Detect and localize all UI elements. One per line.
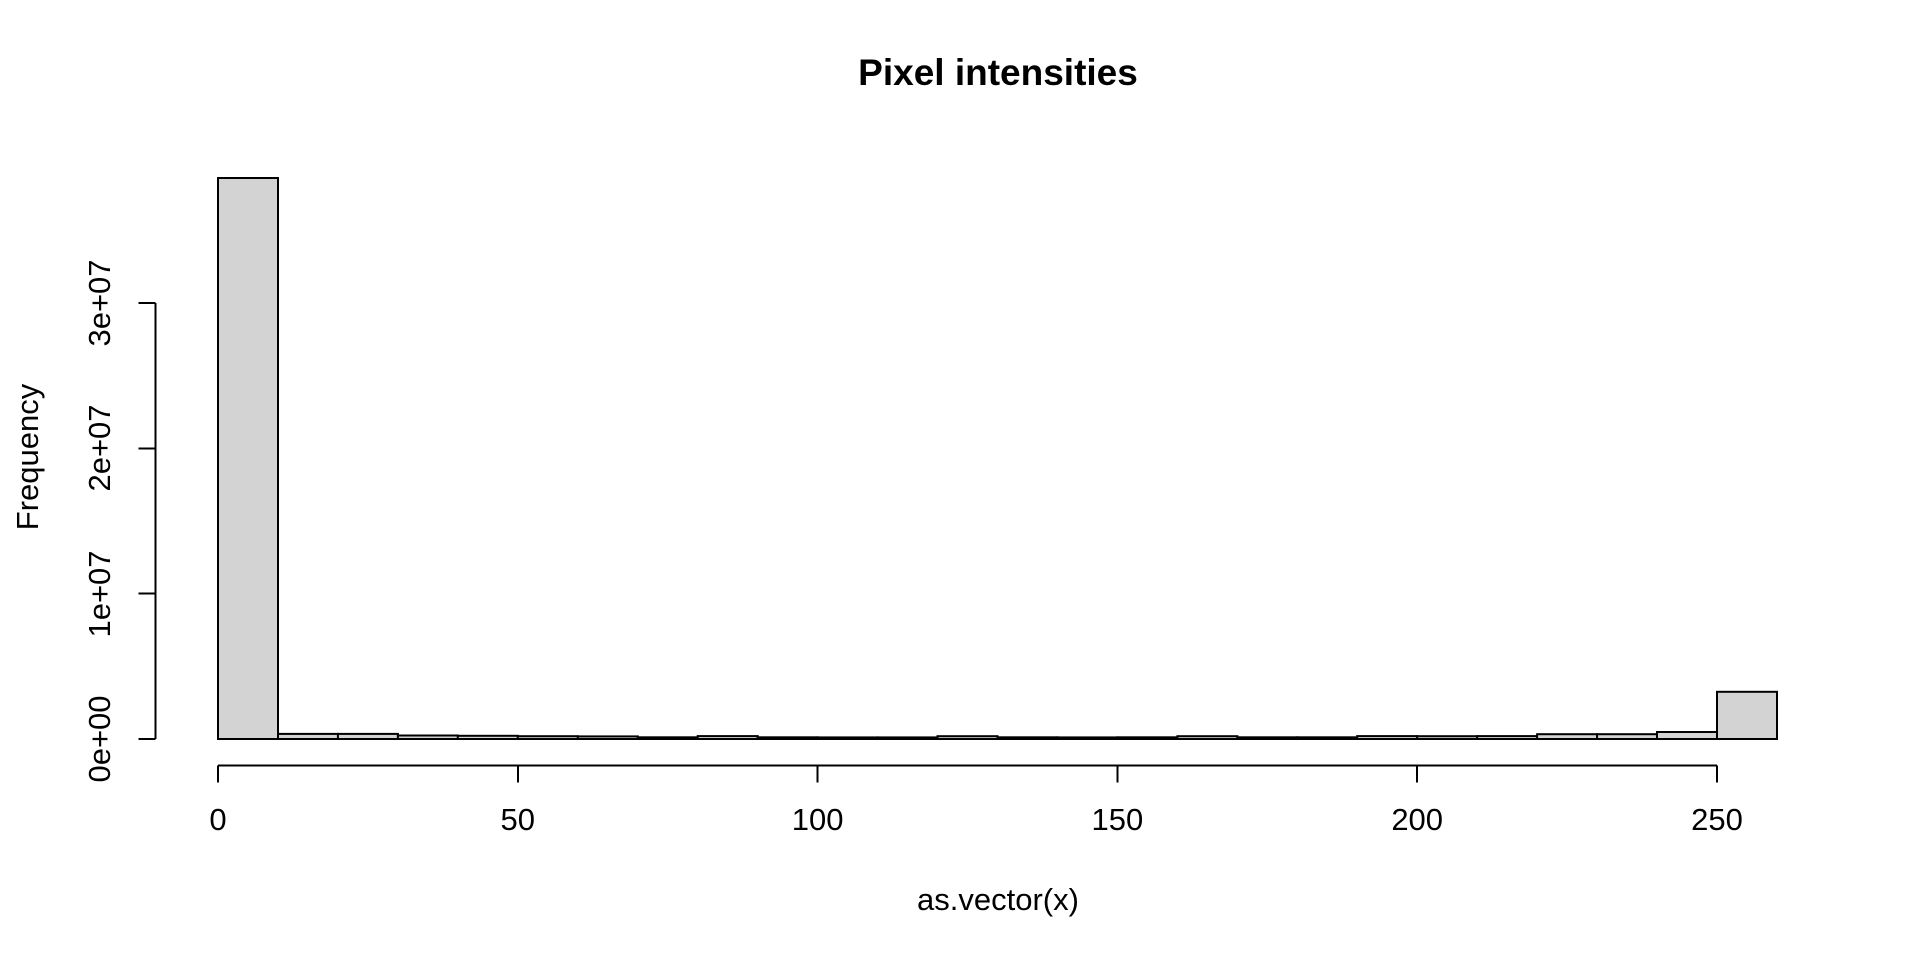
histogram-bar xyxy=(576,735,639,741)
histogram-bar xyxy=(1116,736,1179,740)
histogram-bar xyxy=(336,732,399,741)
chart-title: Pixel intensities xyxy=(858,52,1138,93)
histogram-bar xyxy=(1356,735,1419,740)
histogram-bar xyxy=(996,736,1059,740)
histogram-bar xyxy=(936,735,999,741)
histogram-bar xyxy=(1656,731,1718,740)
histogram-bar xyxy=(277,732,339,741)
x-tick-label: 50 xyxy=(500,802,536,837)
histogram-bar xyxy=(1536,733,1599,741)
histogram-bar xyxy=(1056,736,1119,741)
histogram-bar xyxy=(1416,735,1479,741)
histogram-bar xyxy=(1476,735,1539,740)
histogram-bars xyxy=(217,177,1778,741)
y-tick-label: 2e+07 xyxy=(82,404,117,492)
histogram-bar xyxy=(217,177,279,740)
axes xyxy=(138,302,1718,783)
histogram-bar xyxy=(1176,735,1239,741)
y-tick-label: 0e+00 xyxy=(82,695,117,783)
histogram-bar xyxy=(816,736,879,741)
histogram-bar xyxy=(696,735,759,740)
histogram-bar xyxy=(396,734,459,740)
x-tick-label: 0 xyxy=(209,802,227,837)
histogram-bar xyxy=(1236,736,1299,740)
histogram-bar xyxy=(1596,733,1659,741)
x-tick-label: 150 xyxy=(1091,802,1144,837)
y-tick-label: 3e+07 xyxy=(82,259,117,347)
x-axis-label: as.vector(x) xyxy=(917,882,1079,917)
x-tick-label: 100 xyxy=(791,802,844,837)
histogram-bar xyxy=(1716,690,1778,740)
x-tick-label: 250 xyxy=(1691,802,1743,837)
histogram-bar xyxy=(516,735,579,741)
histogram-bar xyxy=(1296,736,1359,740)
histogram-bar xyxy=(636,736,699,740)
y-axis-label: Frequency xyxy=(10,383,45,531)
histogram-bar xyxy=(876,736,939,741)
histogram-bar xyxy=(456,734,519,740)
y-tick-label: 1e+07 xyxy=(82,550,117,638)
x-tick-label: 200 xyxy=(1391,802,1444,837)
histogram-bar xyxy=(756,736,819,740)
